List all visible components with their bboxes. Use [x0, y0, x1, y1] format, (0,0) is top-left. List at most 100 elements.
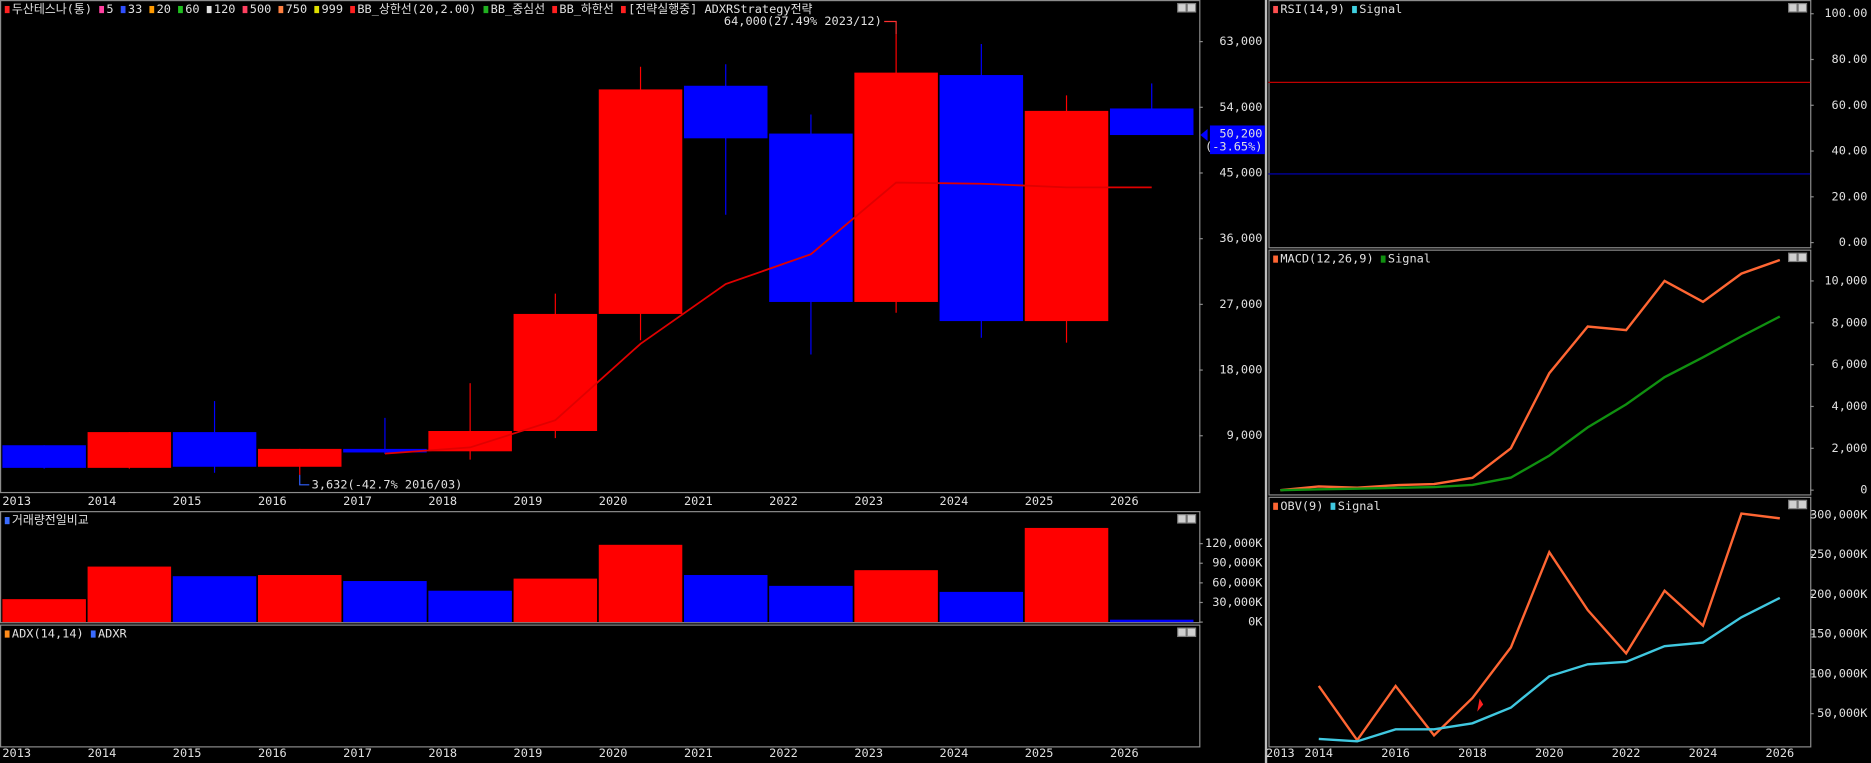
legend-label: 500	[250, 2, 272, 16]
x-tick-label: 2018	[428, 746, 457, 760]
legend-swatch	[1380, 255, 1386, 263]
panel-button	[1186, 514, 1197, 524]
legend-label: RSI(14,9)	[1280, 2, 1345, 16]
y-tick-label: 90,000K	[1212, 556, 1263, 570]
x-tick-label: 2022	[769, 494, 798, 508]
change-rate: (-3.65%)	[1205, 139, 1262, 153]
adx-panel	[0, 624, 1201, 748]
y-tick-label: 30,000K	[1212, 595, 1263, 609]
x-tick-label: 2014	[1304, 746, 1333, 760]
panel-button	[1177, 627, 1187, 638]
candle-body	[769, 133, 853, 302]
legend-swatch	[4, 630, 10, 638]
panel-title: 거래량전일비교	[12, 513, 89, 527]
legend-swatch	[4, 517, 10, 525]
legend-label: Signal	[1338, 499, 1381, 513]
last-price: 50,200	[1219, 126, 1262, 140]
y-tick-label: 40.00	[1832, 144, 1868, 158]
candle-body	[1109, 108, 1194, 136]
annotation-leader	[299, 474, 310, 486]
indicator-line	[1280, 258, 1781, 492]
panel-button	[1788, 252, 1798, 263]
candle-body	[343, 448, 427, 453]
y-tick-label: 6,000	[1832, 357, 1868, 371]
legend-label: ADX(14,14)	[12, 627, 84, 641]
macd-panel	[1268, 249, 1812, 496]
x-tick-label: 2025	[1025, 494, 1054, 508]
legend-swatch	[314, 5, 320, 14]
x-tick-label: 2013	[1266, 746, 1295, 760]
x-tick-label: 2015	[173, 746, 202, 760]
candle-body	[1024, 110, 1109, 322]
legend-swatch	[620, 5, 626, 14]
y-tick-label: 80.00	[1832, 52, 1868, 66]
volume-bar	[854, 570, 938, 623]
annotation: 64,000(27.49% 2023/12)	[724, 14, 882, 28]
y-tick-label: 200,000K	[1810, 587, 1868, 601]
legend-label: 120	[214, 2, 236, 16]
x-tick-label: 2014	[88, 494, 117, 508]
x-tick-label: 2020	[599, 746, 628, 760]
candle-body	[2, 445, 86, 468]
volume-bar	[428, 590, 512, 623]
volume-bar	[343, 581, 427, 623]
legend-label: 750	[286, 2, 308, 16]
x-tick-label: 2024	[1689, 746, 1718, 760]
candle-body	[854, 72, 938, 302]
panel-button	[1797, 499, 1808, 510]
y-tick-label: 45,000	[1219, 165, 1262, 179]
y-tick-label: 50,000K	[1817, 706, 1868, 720]
x-tick-label: 2015	[173, 494, 202, 508]
legend-swatch	[149, 5, 155, 14]
panel-button	[1797, 2, 1808, 13]
volume-bar	[1109, 619, 1194, 623]
obv-panel	[1268, 496, 1812, 748]
x-tick-label: 2016	[1381, 746, 1410, 760]
price-pointer	[1200, 129, 1208, 142]
volume-bar	[769, 585, 853, 623]
y-tick-label: 60.00	[1832, 98, 1868, 112]
annotation-leader	[884, 20, 897, 35]
volume-bar	[939, 591, 1024, 623]
x-tick-label: 2018	[1458, 746, 1487, 760]
legend-label: BB_중심선	[491, 2, 545, 16]
panel-button	[1797, 252, 1808, 263]
x-tick-label: 2016	[258, 494, 287, 508]
legend-label: BB_상한선(20,2.00)	[357, 2, 476, 16]
signal-arrow	[1477, 698, 1484, 712]
legend-label: 20	[157, 2, 171, 16]
volume-bar	[257, 575, 342, 623]
y-tick-label: 54,000	[1219, 100, 1262, 114]
legend-swatch	[206, 5, 212, 14]
legend-swatch	[1273, 5, 1278, 14]
legend-label: 33	[128, 2, 142, 16]
legend-swatch	[278, 5, 284, 14]
panel-button	[1788, 499, 1798, 510]
x-tick-label: 2019	[514, 746, 543, 760]
legend-swatch	[90, 630, 96, 638]
y-tick-label: 300,000K	[1810, 507, 1868, 521]
y-tick-label: 4,000	[1832, 399, 1868, 413]
x-tick-label: 2014	[88, 746, 117, 760]
legend-label: 999	[321, 2, 343, 16]
x-tick-label: 2016	[258, 746, 287, 760]
volume-bar	[683, 575, 768, 623]
y-tick-label: 100,000K	[1810, 666, 1868, 680]
x-tick-label: 2017	[343, 746, 372, 760]
y-tick-label: 36,000	[1219, 231, 1262, 245]
y-tick-label: 18,000	[1219, 363, 1262, 377]
x-tick-label: 2021	[684, 494, 713, 508]
legend-swatch	[120, 5, 126, 14]
x-tick-label: 2026	[1765, 746, 1794, 760]
legend-swatch	[178, 5, 183, 14]
candle-body	[683, 85, 768, 139]
legend-label: Signal	[1388, 252, 1431, 266]
x-tick-label: 2013	[2, 746, 31, 760]
legend-label: OBV(9)	[1280, 499, 1323, 513]
volume-bar	[1024, 527, 1109, 623]
candle-body	[87, 432, 172, 468]
y-tick-label: 8,000	[1832, 315, 1868, 329]
y-tick-label: 250,000K	[1810, 547, 1868, 561]
legend-swatch	[4, 5, 10, 14]
